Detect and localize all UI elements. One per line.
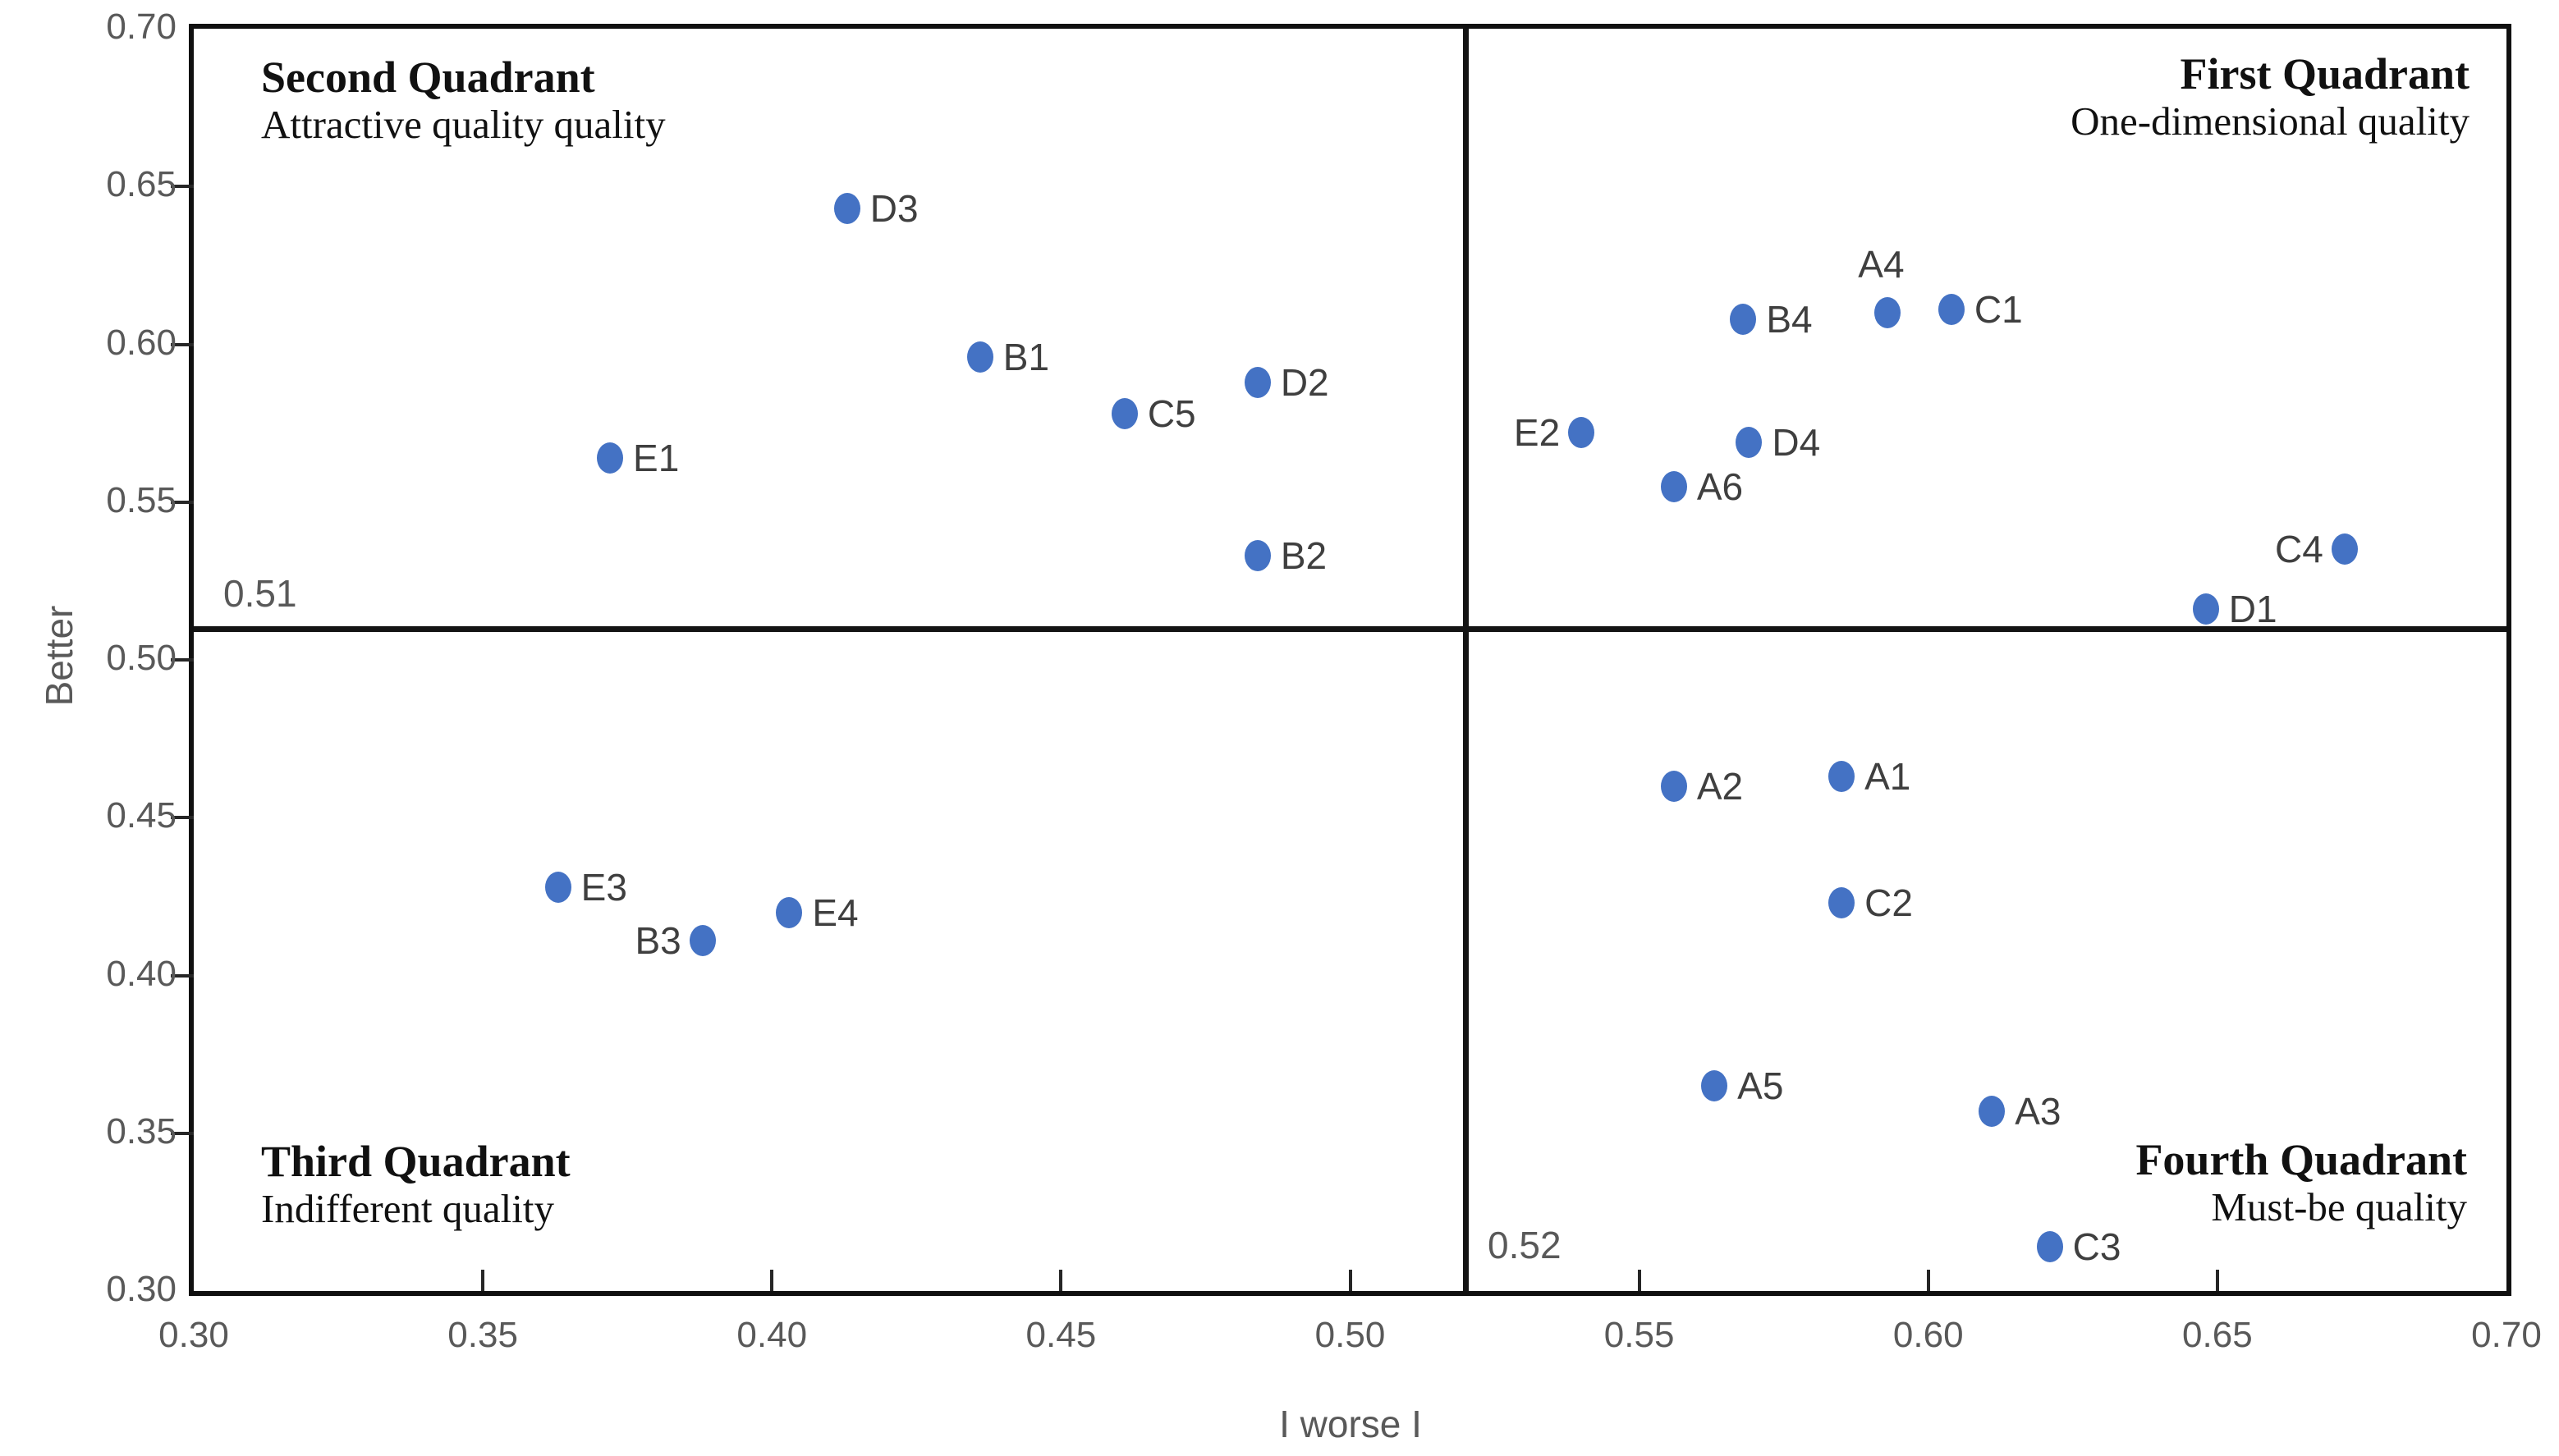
point-dot-A4 [1874, 297, 1901, 329]
y-axis-tick-label: 0.70 [106, 7, 177, 47]
vertical-divider-label: 0.52 [1488, 1224, 1562, 1266]
point-label-C3: C3 [2072, 1225, 2121, 1269]
x-axis-tick-label: 0.45 [1025, 1315, 1097, 1355]
point-dot-A1 [1828, 761, 1855, 793]
quadrant-subtitle: Indifferent quality [261, 1186, 554, 1231]
point-dot-B4 [1730, 303, 1757, 335]
quadrant-title: Second Quadrant [261, 53, 595, 102]
point-label-C5: C5 [1147, 392, 1196, 436]
quadrant-title: Fourth Quadrant [2135, 1135, 2467, 1184]
point-dot-B2 [1244, 540, 1271, 572]
x-axis-tick-label: 0.50 [1314, 1315, 1386, 1355]
point-dot-C1 [1938, 294, 1965, 326]
point-label-A5: A5 [1737, 1065, 1784, 1108]
y-axis-tick-label: 0.35 [106, 1110, 177, 1152]
quadrant-subtitle: One-dimensional quality [2071, 98, 2470, 144]
point-label-C2: C2 [1864, 881, 1913, 925]
vertical-divider-line [1463, 29, 1470, 1291]
point-dot-A2 [1660, 770, 1687, 802]
quadrant-subtitle: Must-be quality [2211, 1184, 2467, 1229]
point-label-A3: A3 [2015, 1089, 2061, 1133]
x-axis-tick-label: 0.30 [158, 1315, 229, 1355]
point-label-B1: B1 [1002, 335, 1050, 378]
quadrant-caption-fourth: Fourth Quadrant Must-be quality [2135, 1135, 2467, 1230]
x-axis-tick [481, 1270, 485, 1291]
point-dot-C2 [1828, 887, 1855, 919]
point-label-A2: A2 [1696, 764, 1744, 808]
x-axis-tick-label: 0.60 [1892, 1315, 1964, 1355]
quadrant-title: Third Quadrant [261, 1137, 571, 1186]
point-label-C1: C1 [1974, 288, 2023, 332]
point-dot-E1 [597, 442, 624, 474]
point-label-B4: B4 [1766, 297, 1813, 341]
quadrant-caption-first: First Quadrant One-dimensional quality [2071, 49, 2470, 144]
point-label-D4: D4 [1772, 420, 1821, 464]
quadrant-subtitle: Attractive quality quality [261, 102, 666, 147]
y-axis-tick [171, 658, 194, 662]
point-dot-E2 [1568, 417, 1595, 449]
quadrant-title: First Quadrant [2180, 49, 2470, 98]
point-label-C4: C4 [2274, 528, 2323, 571]
point-dot-E3 [544, 871, 571, 903]
y-axis-tick [171, 500, 194, 504]
point-dot-B3 [689, 925, 716, 957]
point-label-E3: E3 [580, 865, 627, 909]
point-label-A4: A4 [1858, 243, 1905, 286]
x-axis-tick-label: 0.55 [1603, 1315, 1675, 1355]
y-axis-tick-label: 0.40 [106, 953, 177, 994]
point-dot-C4 [2331, 533, 2358, 565]
point-label-E2: E2 [1513, 411, 1561, 455]
x-axis-tick [2215, 1270, 2219, 1291]
point-dot-C5 [1111, 398, 1138, 430]
x-axis-tick [1926, 1270, 1930, 1291]
x-axis-tick-label: 0.40 [736, 1315, 808, 1355]
y-axis-tick-label: 0.50 [106, 638, 177, 678]
quadrant-caption-third: Third Quadrant Indifferent quality [261, 1137, 571, 1232]
x-axis-tick-label: 0.35 [447, 1315, 518, 1355]
x-axis-tick [770, 1270, 774, 1291]
point-label-D2: D2 [1280, 360, 1329, 404]
y-axis-tick-label: 0.65 [106, 164, 177, 205]
point-dot-B1 [966, 341, 993, 373]
y-axis-tick [171, 342, 194, 346]
x-axis-tick-label: 0.65 [2182, 1315, 2253, 1355]
point-dot-D2 [1244, 366, 1271, 398]
point-dot-D4 [1736, 426, 1763, 458]
y-axis-tick [171, 816, 194, 820]
y-axis-tick [171, 185, 194, 189]
y-axis-tick-label: 0.55 [106, 479, 177, 520]
y-axis-tick-label: 0.30 [106, 1269, 177, 1309]
x-axis-tick [1637, 1270, 1641, 1291]
point-label-A1: A1 [1864, 755, 1911, 799]
point-label-E4: E4 [812, 891, 859, 934]
point-dot-E4 [776, 896, 803, 928]
x-axis-title: I worse I [1279, 1403, 1422, 1445]
x-axis-tick-label: 0.70 [2471, 1315, 2542, 1355]
x-axis-tick [1348, 1270, 1352, 1291]
point-label-A6: A6 [1696, 465, 1744, 508]
horizontal-divider-label: 0.51 [223, 572, 297, 615]
horizontal-divider-line [194, 625, 2506, 632]
point-label-B2: B2 [1280, 534, 1328, 578]
point-dot-C3 [2036, 1231, 2063, 1263]
point-label-D3: D3 [869, 187, 919, 231]
point-dot-A6 [1660, 470, 1687, 502]
y-axis-tick-label: 0.45 [106, 795, 177, 836]
point-dot-A5 [1701, 1070, 1728, 1102]
y-axis-tick [171, 1131, 194, 1135]
point-dot-D1 [2192, 593, 2219, 625]
y-axis-tick-label: 0.60 [106, 322, 177, 363]
y-axis-tick [171, 973, 194, 978]
quadrant-caption-second: Second Quadrant Attractive quality quali… [261, 53, 666, 148]
point-dot-D3 [833, 193, 860, 225]
point-label-D1: D1 [2228, 588, 2277, 631]
x-axis-tick [1059, 1270, 1063, 1291]
point-dot-A3 [1979, 1095, 2006, 1127]
point-label-E1: E1 [633, 436, 680, 479]
point-label-B3: B3 [635, 919, 681, 963]
